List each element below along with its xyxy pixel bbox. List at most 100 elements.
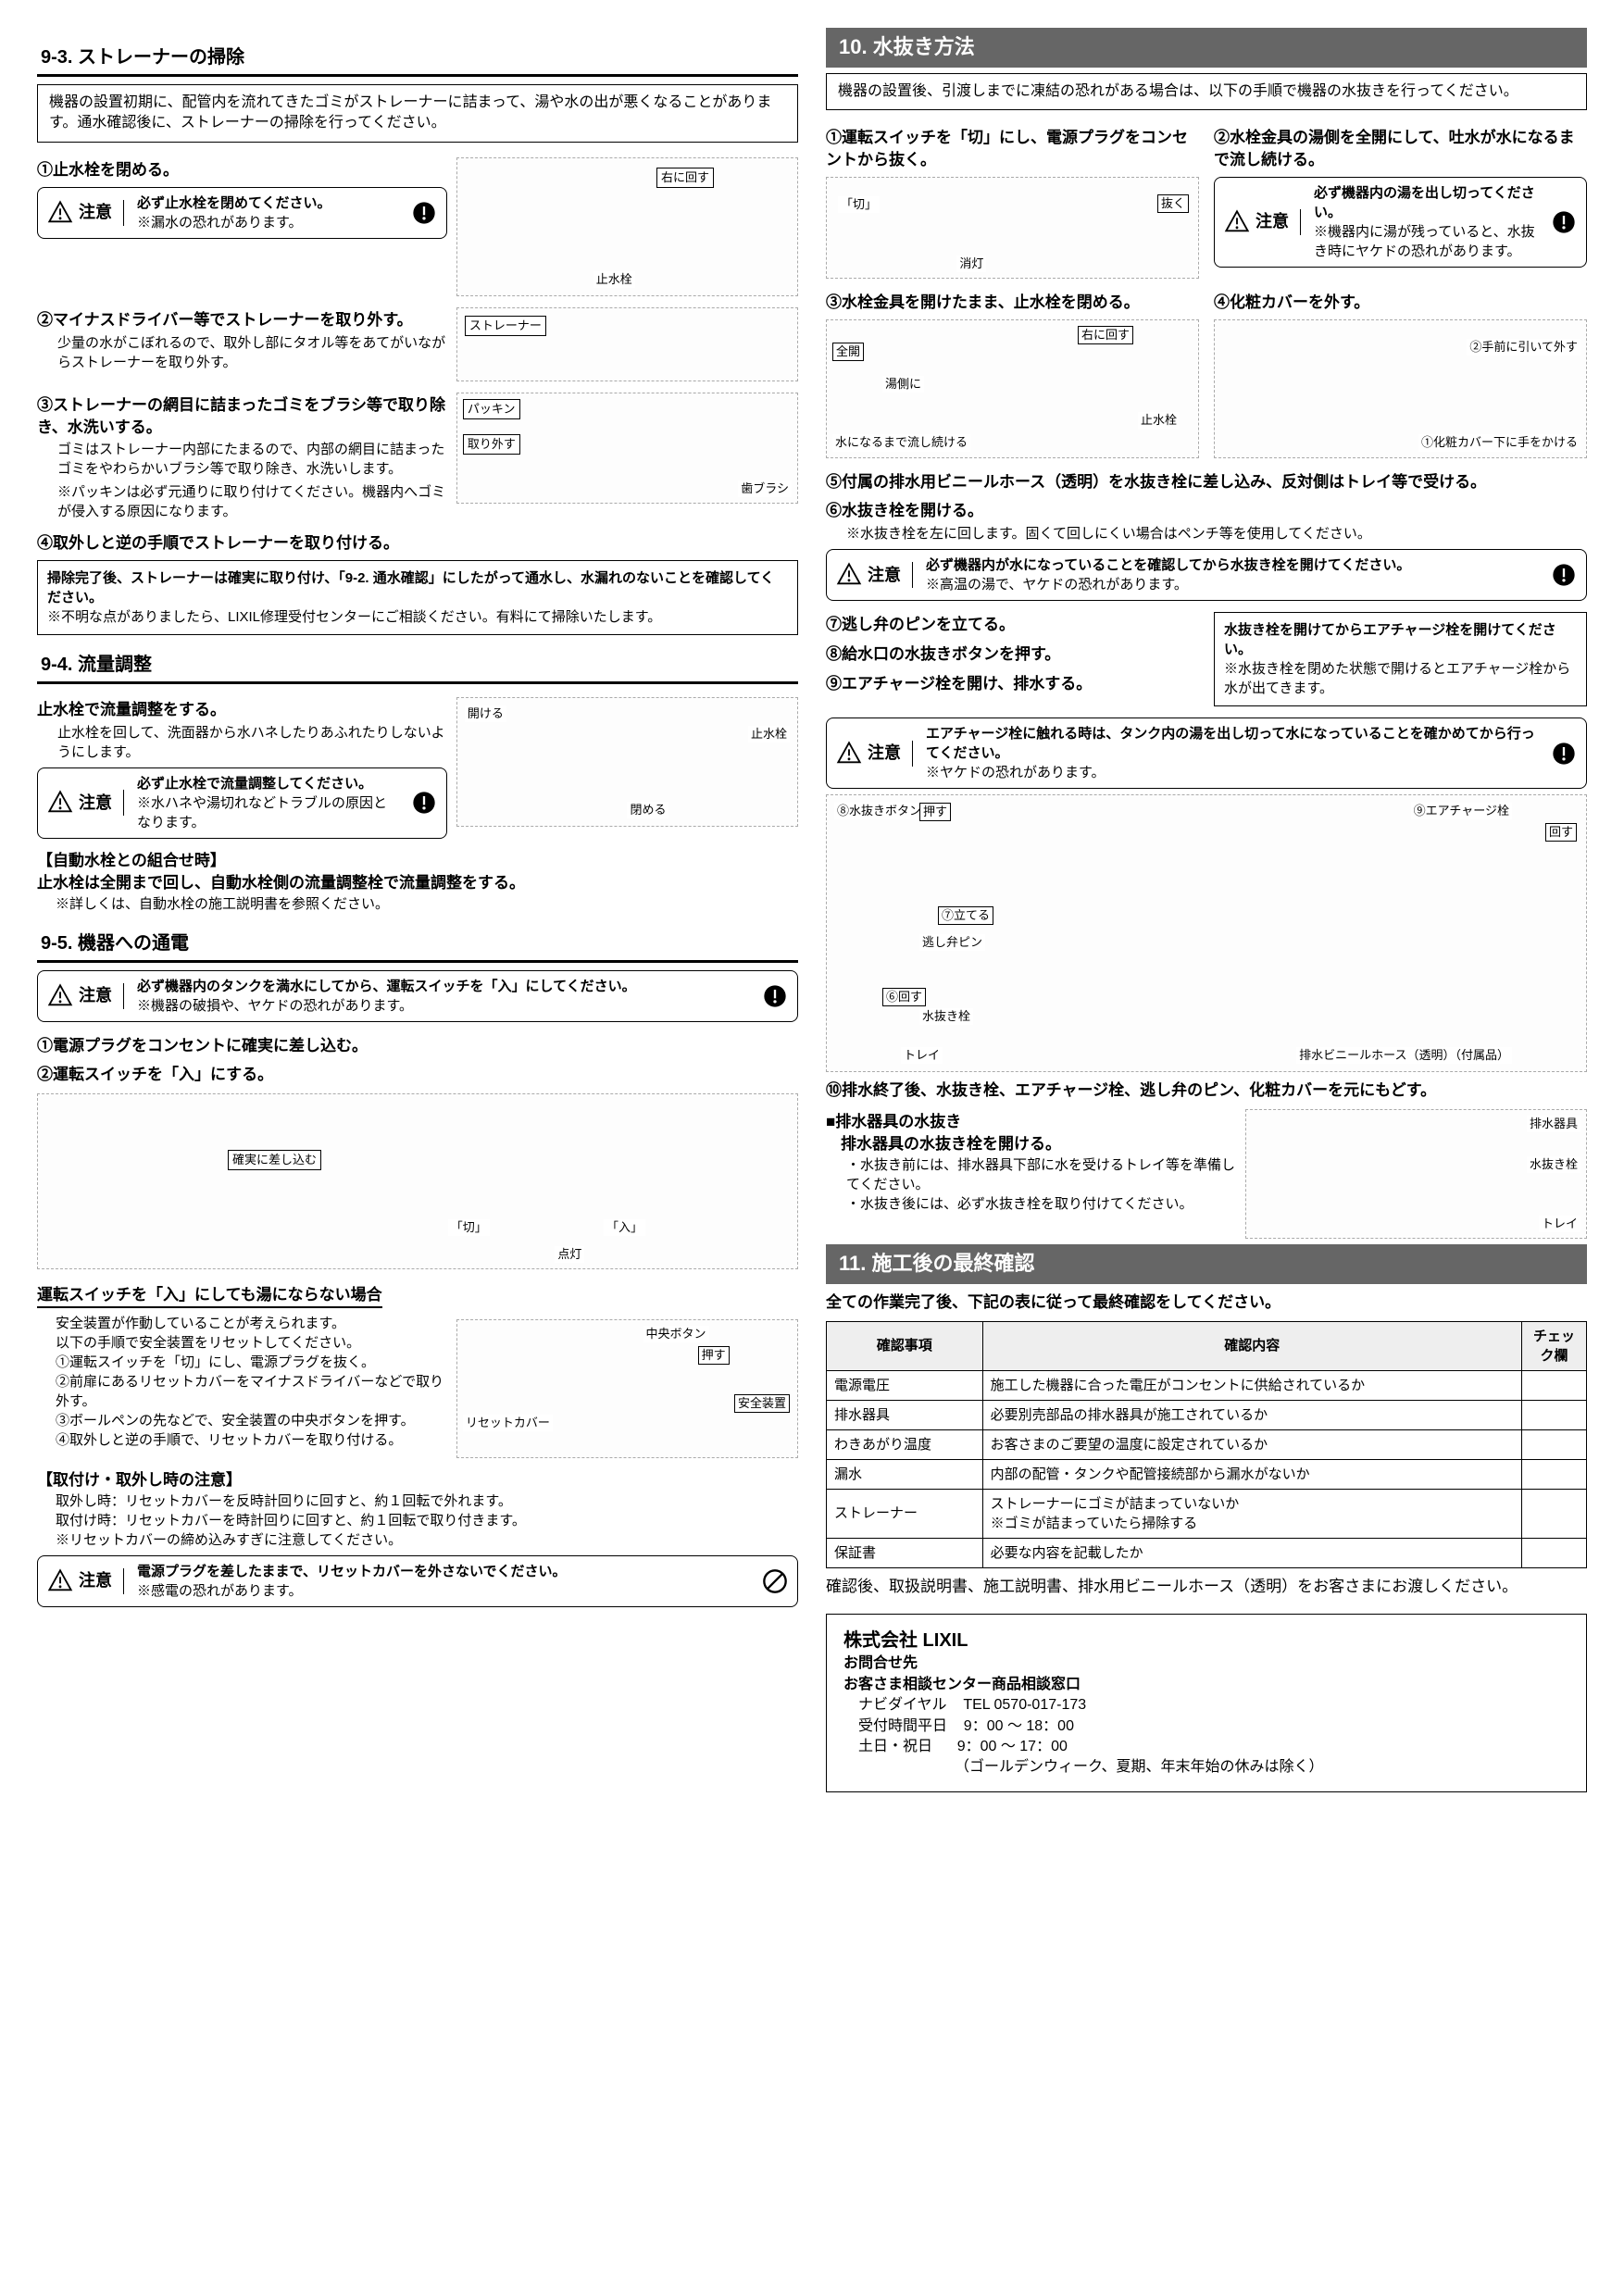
dia-label: 確実に差し込む [228, 1150, 321, 1170]
dia-label: ⑦立てる [938, 906, 993, 925]
company-note: （ゴールデンウィーク、夏期、年末年始の休みは除く） [955, 1757, 1569, 1778]
warning-triangle-icon [47, 200, 73, 226]
th-check: チェック欄 [1522, 1321, 1587, 1370]
caution-sub: ※ヤケドの恐れがあります。 [926, 763, 1538, 782]
s93-final: 掃除完了後、ストレーナーは確実に取り付け、「9-2. 通水確認」にしたがって通水… [37, 560, 798, 635]
s10-diagram4: ②手前に引いて外す ①化粧カバー下に手をかける [1214, 319, 1587, 458]
s10-step6-sub: ※水抜き栓を左に回します。固くて回しにくい場合はペンチ等を使用してください。 [846, 524, 1587, 543]
s93-diagram1: 右に回す 止水栓 [456, 157, 798, 296]
warning-triangle-icon [836, 562, 862, 588]
s93-step4: ④取外しと逆の手順でストレーナーを取り付ける。 [37, 532, 798, 555]
caution-bold: 必ず止水栓で流量調整してください。 [137, 774, 398, 793]
caution-bold: 必ず機器内が水になっていることを確認してから水抜き栓を開けてください。 [926, 555, 1538, 575]
table-row: ストレーナーストレーナーにゴミが詰まっていないか ※ゴミが詰まっていたら掃除する [827, 1489, 1587, 1538]
s93-step2: ②マイナスドライバー等でストレーナーを取り外す。 [37, 309, 447, 331]
s10-drain-b1: ・水抜き前には、排水器具下部に水を受けるトレイ等を準備してください。 [846, 1155, 1236, 1194]
dia-label: パッキン [463, 399, 520, 419]
cell-item: わきあがり温度 [827, 1429, 983, 1459]
navi-label: ナビダイヤル [858, 1697, 947, 1713]
th-content: 確認内容 [982, 1321, 1521, 1370]
s94-combo-sub: ※詳しくは、自動水栓の施工説明書を参照ください。 [56, 894, 798, 914]
dia-label: 「切」 [448, 1219, 490, 1236]
s95-caution1: 注意 必ず機器内のタンクを満水にしてから、運転スイッチを「入」にしてください。 … [37, 970, 798, 1022]
s10-step1: ①運転スイッチを「切」にし、電源プラグをコンセントから抜く。 [826, 127, 1199, 171]
th-item: 確認事項 [827, 1321, 983, 1370]
caution-bold: 必ず機器内の湯を出し切ってください。 [1314, 183, 1538, 222]
s10-caution1: 注意 必ず機器内の湯を出し切ってください。 ※機器内に湯が残っていると、水抜き時… [1214, 177, 1587, 268]
mandatory-icon [762, 983, 788, 1009]
dia-label: 止水栓 [1138, 412, 1180, 429]
dia-label: 閉める [627, 802, 668, 818]
caution-text: 注意 [79, 984, 112, 1007]
s95-attach-title: 【取付け・取外し時の注意】 [37, 1469, 798, 1491]
dia-label: 歯ブラシ [738, 480, 792, 497]
s10-drain-b2: ・水抜き後には、必ず水抜き栓を取り付けてください。 [846, 1194, 1236, 1214]
dia-label: 点灯 [555, 1246, 584, 1263]
cell-content: 必要別売部品の排水器具が施工されているか [982, 1400, 1521, 1429]
cell-check [1522, 1400, 1587, 1429]
s94-diagram: 開ける 止水栓 閉める [456, 697, 798, 827]
dia-label: 全開 [832, 343, 864, 361]
dia-label: リセットカバー [463, 1415, 553, 1431]
cell-item: 保証書 [827, 1538, 983, 1567]
s93-step2-sub: 少量の水がこぼれるので、取外し部にタオル等をあてがいながらストレーナーを取り外す… [57, 333, 447, 372]
dia-label: 右に回す [656, 168, 714, 188]
s93-caution1: 注意 必ず止水栓を閉めてください。 ※漏水の恐れがあります。 [37, 187, 447, 239]
table-row: 漏水内部の配管・タンクや配管接続部から漏水がないか [827, 1459, 1587, 1489]
s10-step6: ⑥水抜き栓を開ける。 [826, 500, 1587, 522]
dia-label: 水になるまで流し続ける [832, 434, 970, 451]
dia-label: ②手前に引いて外す [1467, 339, 1580, 356]
s95-attach2: 取付け時：リセットカバーを時計回りに回すと、約１回転で取り付きます。 [56, 1511, 798, 1530]
dia-label: 「入」 [604, 1219, 645, 1236]
cell-content: ストレーナーにゴミが詰まっていないか ※ゴミが詰まっていたら掃除する [982, 1489, 1521, 1538]
cell-check [1522, 1489, 1587, 1538]
caution-label: 注意 [47, 200, 124, 226]
hours2: 9：00 〜 17：00 [957, 1739, 1068, 1754]
s95-step2: ②運転スイッチを「入」にする。 [37, 1064, 798, 1086]
s94-step1: 止水栓で流量調整をする。 [37, 699, 447, 721]
caution-bold: エアチャージ栓に触れる時は、タンク内の湯を出し切って水になっていることを確かめて… [926, 724, 1538, 763]
caution-text: 注意 [79, 201, 112, 224]
s94-combo-bold: 止水栓は全開まで回し、自動水栓側の流量調整栓で流量調整をする。 [37, 872, 798, 894]
s95-tstep2: ②前扉にあるリセットカバーをマイナスドライバーなどで取り外す。 [56, 1372, 447, 1411]
dia-label: ストレーナー [465, 316, 546, 336]
box1-bold: 水抜き栓を開けてからエアチャージ栓を開けてください。 [1224, 620, 1577, 659]
hours1: 9：00 〜 18：00 [964, 1718, 1074, 1734]
s93-diagram3: パッキン 取り外す 歯ブラシ [456, 393, 798, 504]
s10-caution3: 注意 エアチャージ栓に触れる時は、タンク内の湯を出し切って水になっていることを確… [826, 718, 1587, 789]
caution-text: 注意 [868, 564, 901, 587]
s10-step10: ⑩排水終了後、水抜き栓、エアチャージ栓、逃し弁のピン、化粧カバーを元にもどす。 [826, 1079, 1587, 1102]
contact-title: お問合せ先 [843, 1653, 1569, 1674]
dia-label: 取り外す [463, 434, 520, 455]
hours2-label: 土日・祝日 [858, 1739, 932, 1754]
cell-content: 施工した機器に合った電圧がコンセントに供給されているか [982, 1370, 1521, 1400]
dia-label: ⑧水抜きボタン [834, 803, 924, 819]
section-11-outro: 確認後、取扱説明書、施工説明書、排水用ビニールホース（透明）をお客さまにお渡しく… [826, 1576, 1587, 1598]
s10-drain-bold: 排水器具の水抜き栓を開ける。 [841, 1133, 1236, 1155]
caution-body-sub: ※漏水の恐れがあります。 [137, 213, 398, 232]
company-name: 株式会社 LIXIL [843, 1628, 1569, 1653]
s94-combo-title: 【自動水栓との組合せ時】 [37, 850, 798, 872]
warning-triangle-icon [1224, 209, 1250, 235]
s95-attach3: ※リセットカバーの締め込みすぎに注意してください。 [56, 1530, 798, 1550]
caution-body-bold: 必ず止水栓を閉めてください。 [137, 193, 398, 213]
s93-step3: ③ストレーナーの網目に詰まったゴミをブラシ等で取り除き、水洗いする。 [37, 394, 447, 439]
s95-attach1: 取外し時：リセットカバーを反時計回りに回すと、約１回転で外れます。 [56, 1491, 798, 1511]
caution-text: 注意 [79, 1569, 112, 1592]
cell-item: 漏水 [827, 1459, 983, 1489]
warning-triangle-icon [836, 741, 862, 767]
dia-label: 湯側に [882, 376, 924, 393]
dia-label: 回す [1545, 823, 1577, 842]
section-9-3-title: 9-3. ストレーナーの掃除 [37, 41, 798, 77]
dia-label: 排水器具 [1527, 1116, 1580, 1132]
s95-t1: 安全装置が作動していることが考えられます。 [56, 1314, 447, 1333]
s95-t2: 以下の手順で安全装置をリセットしてください。 [56, 1333, 447, 1353]
table-row: 保証書必要な内容を記載したか [827, 1538, 1587, 1567]
s10-diagram6: 排水器具 水抜き栓 トレイ [1245, 1109, 1587, 1239]
caution-sub: ※高温の湯で、ヤケドの恐れがあります。 [926, 575, 1538, 594]
section-11-intro: 全ての作業完了後、下記の表に従って最終確認をしてください。 [826, 1292, 1587, 1314]
right-column: 10. 水抜き方法 機器の設置後、引渡しまでに凍結の恐れがある場合は、以下の手順… [826, 28, 1587, 1792]
s95-caution2: 注意 電源プラグを差したままで、リセットカバーを外さないでください。 ※感電の恐… [37, 1555, 798, 1607]
mandatory-icon [1551, 209, 1577, 235]
cell-content: 必要な内容を記載したか [982, 1538, 1521, 1567]
